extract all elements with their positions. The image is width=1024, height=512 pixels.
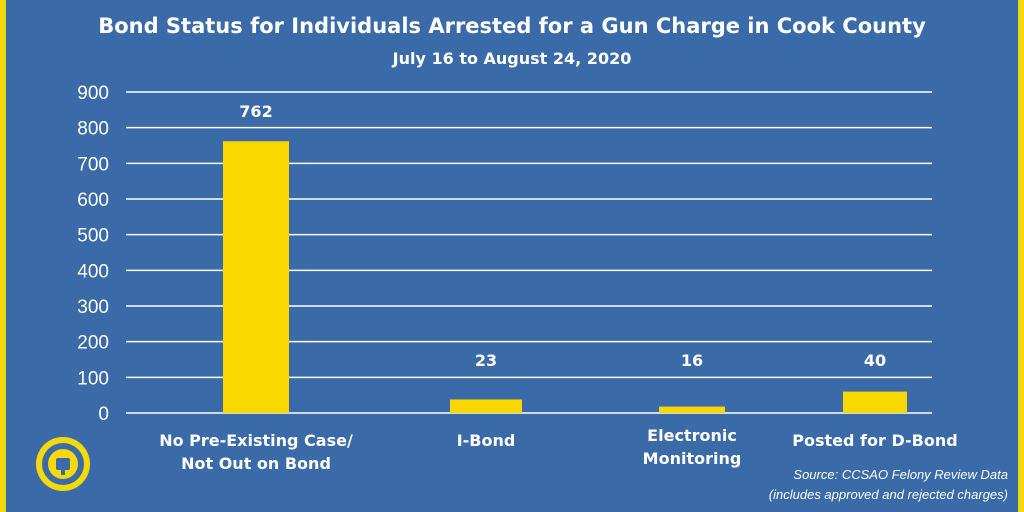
- y-tick-label: 600: [77, 190, 109, 211]
- x-tick-label: Not Out on Bond: [181, 454, 331, 473]
- y-tick-label: 100: [77, 368, 109, 389]
- data-label: 23: [475, 351, 497, 370]
- chart-title: Bond Status for Individuals Arrested for…: [98, 14, 926, 38]
- x-tick-label: No Pre-Existing Case/: [159, 431, 353, 450]
- x-tick-label: Electronic: [647, 426, 737, 445]
- x-tick-label: Posted for D-Bond: [792, 431, 957, 450]
- bar: [450, 399, 522, 413]
- bar: [659, 406, 725, 413]
- y-tick-label: 400: [77, 261, 109, 282]
- bar-chart: 0 100 200 300 400 500 600 700 800 900 762 No Pre-Ex…: [77, 83, 957, 473]
- chart-subtitle: July 16 to August 24, 2020: [392, 49, 632, 68]
- source-note: Source: CCSAO Felony Review Data: [793, 467, 1008, 482]
- data-label: 762: [239, 102, 272, 121]
- source-note-detail: (includes approved and rejected charges): [768, 487, 1008, 502]
- y-tick-label: 300: [77, 297, 109, 318]
- bar: [843, 391, 907, 413]
- cook-county-states-attorney-seal: [36, 437, 90, 491]
- data-label: 40: [864, 351, 886, 370]
- bar: [223, 141, 289, 413]
- chart-frame: Bond Status for Individuals Arrested for…: [6, 0, 1018, 512]
- y-tick-label: 500: [77, 226, 109, 247]
- y-tick-label: 900: [77, 83, 109, 104]
- x-tick-label: Monitoring: [643, 449, 742, 468]
- y-tick-label: 700: [77, 154, 109, 175]
- data-label: 16: [681, 351, 703, 370]
- y-tick-label: 800: [77, 119, 109, 140]
- y-tick-label: 0: [98, 404, 109, 425]
- y-tick-label: 200: [77, 333, 109, 354]
- x-tick-label: I-Bond: [457, 431, 516, 450]
